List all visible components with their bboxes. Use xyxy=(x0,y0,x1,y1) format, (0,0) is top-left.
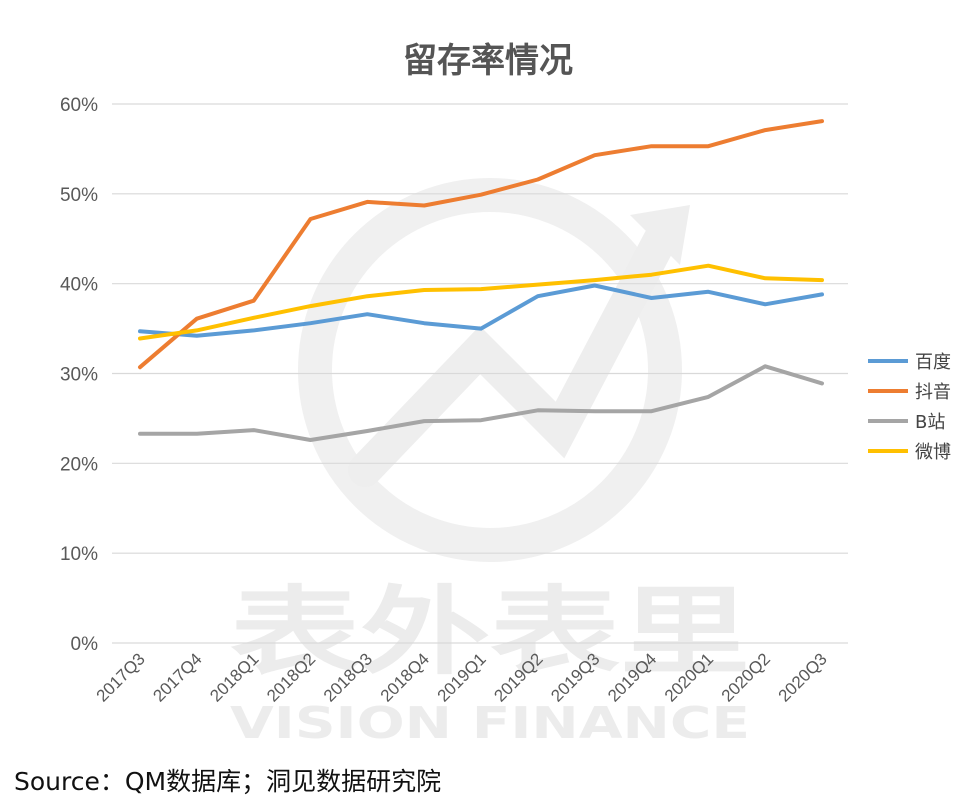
watermark-subtext: VISION FINANCE xyxy=(230,698,750,749)
series-lines xyxy=(138,119,824,442)
y-tick-label: 20% xyxy=(60,454,98,475)
y-tick-label: 50% xyxy=(60,185,98,206)
y-tick-label: 0% xyxy=(71,634,99,655)
watermark: 表外表里 VISION FINANCE xyxy=(230,178,750,749)
x-tick-label: 2020Q3 xyxy=(775,649,831,705)
series-line xyxy=(138,364,824,442)
y-tick-label: 10% xyxy=(60,544,98,565)
watermark-ring xyxy=(298,178,682,562)
legend-label: B站 xyxy=(915,412,945,433)
series-line xyxy=(138,263,824,341)
y-tick-label: 30% xyxy=(60,365,98,386)
y-tick-label: 40% xyxy=(60,275,98,296)
watermark-text: 表外表里 xyxy=(230,576,750,688)
series-line xyxy=(138,119,824,370)
legend-label: 微博 xyxy=(915,442,951,463)
legend-label: 百度 xyxy=(915,352,951,373)
y-tick-label: 60% xyxy=(60,95,98,116)
x-tick-label: 2017Q3 xyxy=(93,649,149,705)
x-tick-label: 2017Q4 xyxy=(149,649,205,705)
source-note: Source：QM数据库；洞见数据研究院 xyxy=(14,767,442,796)
series-line xyxy=(138,283,824,338)
watermark-arrow xyxy=(348,223,677,487)
y-axis-ticks: 0% 10% 20% 30% 40% 50% 60% xyxy=(60,95,98,655)
watermark-arrow-head xyxy=(630,205,690,265)
grid xyxy=(112,103,848,644)
chart-title: 留存率情况 xyxy=(403,41,573,81)
legend-label: 抖音 xyxy=(915,382,951,403)
